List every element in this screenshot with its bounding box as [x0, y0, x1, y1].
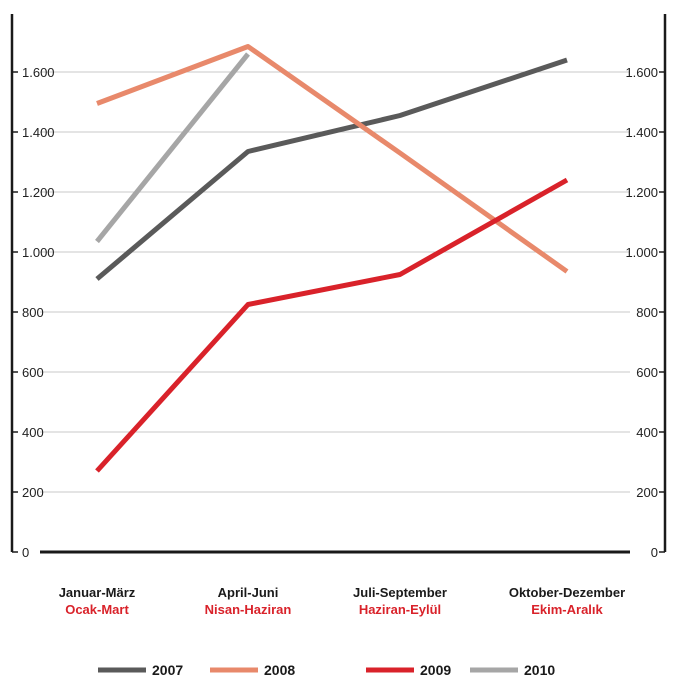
- y-tick-label-left: 1.600: [22, 65, 55, 80]
- y-tick-label-right: 600: [636, 365, 658, 380]
- gridlines: [40, 71, 630, 493]
- series-line-2010: [95, 52, 250, 244]
- y-tick-label-left: 600: [22, 365, 44, 380]
- y-axis-ticks-right: 0 200 400 600 800 1.000 1.200 1.400 1.600: [625, 65, 665, 560]
- x-category-label: Januar-März: [59, 585, 136, 600]
- y-tick-label-right: 800: [636, 305, 658, 320]
- legend-label-2010: 2010: [524, 662, 555, 678]
- x-axis-categories: Januar-März Ocak-Mart April-Juni Nisan-Hazi…: [59, 585, 625, 617]
- y-tick-label-right: 1.600: [625, 65, 658, 80]
- y-tick-label-left: 0: [22, 545, 29, 560]
- y-axis-ticks-left: 0 200 400 600 800 1.000 1.200 1.400 1.600: [12, 65, 55, 560]
- y-tick-label-left: 400: [22, 425, 44, 440]
- series-lines: [95, 44, 569, 473]
- y-tick-label-left: 1.400: [22, 125, 55, 140]
- legend: 2007 2008 2009 2010: [98, 662, 555, 678]
- x-category-label-secondary: Ocak-Mart: [65, 602, 129, 617]
- x-category-label-secondary: Nisan-Haziran: [205, 602, 292, 617]
- series-line-2008: [96, 44, 569, 274]
- y-tick-label-left: 200: [22, 485, 44, 500]
- legend-label-2009: 2009: [420, 662, 451, 678]
- y-tick-label-right: 400: [636, 425, 658, 440]
- x-category-label: Oktober-Dezember: [509, 585, 625, 600]
- axes: [10, 14, 667, 554]
- y-tick-label-right: 1.200: [625, 185, 658, 200]
- legend-label-2008: 2008: [264, 662, 295, 678]
- y-tick-label-right: 0: [651, 545, 658, 560]
- y-tick-label-right: 1.000: [625, 245, 658, 260]
- series-line-2007: [95, 57, 568, 281]
- x-category-label: April-Juni: [218, 585, 279, 600]
- y-tick-label-left: 1.200: [22, 185, 55, 200]
- y-tick-label-left: 800: [22, 305, 44, 320]
- x-category-label-secondary: Ekim-Aralık: [531, 602, 603, 617]
- y-tick-label-right: 200: [636, 485, 658, 500]
- x-category-label: Juli-September: [353, 585, 447, 600]
- y-tick-label-left: 1.000: [22, 245, 55, 260]
- y-tick-label-right: 1.400: [625, 125, 658, 140]
- series-line-2009: [95, 177, 569, 473]
- legend-label-2007: 2007: [152, 662, 183, 678]
- x-category-label-secondary: Haziran-Eylül: [359, 602, 441, 617]
